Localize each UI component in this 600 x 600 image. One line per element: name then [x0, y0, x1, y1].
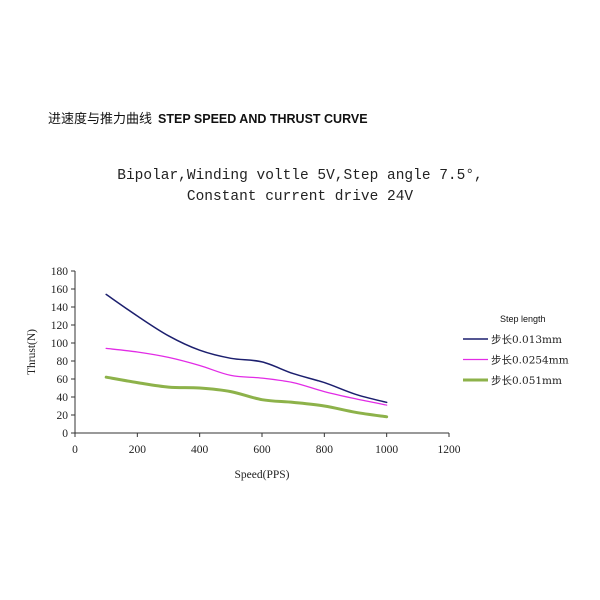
legend-label-1: 步长0.0254mm — [491, 355, 569, 367]
y-tick-label-2: 40 — [57, 392, 69, 404]
x-tick-label-5: 1000 — [375, 444, 398, 456]
y-tick-label-0: 0 — [62, 428, 68, 440]
y-tick-label-3: 60 — [57, 374, 69, 386]
x-axis-title: Speed(PPS) — [235, 469, 290, 481]
y-tick-label-8: 160 — [51, 284, 69, 296]
y-tick-label-5: 100 — [51, 338, 69, 350]
x-tick-label-0: 0 — [72, 444, 78, 456]
x-tick-label-3: 600 — [253, 444, 271, 456]
heading-chinese: 进速度与推力曲线 — [48, 112, 153, 127]
x-tick-label-2: 400 — [191, 444, 209, 456]
y-tick-label-9: 180 — [51, 266, 69, 278]
chart-title: Bipolar,Winding voltle 5V,Step angle 7.5… — [117, 168, 483, 184]
legend-title: Step length — [500, 314, 546, 324]
legend-label-0: 步长0.013mm — [491, 334, 562, 346]
series-line-2 — [104, 375, 389, 419]
page-heading: 进速度与推力曲线 STEP SPEED AND THRUST CURVE — [48, 108, 368, 127]
y-tick-label-6: 120 — [51, 320, 69, 332]
series-line-0 — [105, 293, 388, 404]
chart-subtitle: Constant current drive 24V — [186, 189, 414, 205]
heading-english: STEP SPEED AND THRUST CURVE — [158, 112, 368, 126]
x-tick-label-4: 800 — [316, 444, 334, 456]
y-tick-label-1: 20 — [57, 410, 69, 422]
series-line-1 — [105, 347, 388, 406]
y-tick-label-7: 140 — [51, 302, 69, 314]
y-tick-label-4: 80 — [57, 356, 69, 368]
x-tick-label-1: 200 — [129, 444, 147, 456]
x-tick-label-6: 1200 — [438, 444, 461, 456]
y-axis-title: Thrust(N) — [26, 329, 38, 375]
legend-label-2: 步长0.051mm — [491, 375, 562, 387]
